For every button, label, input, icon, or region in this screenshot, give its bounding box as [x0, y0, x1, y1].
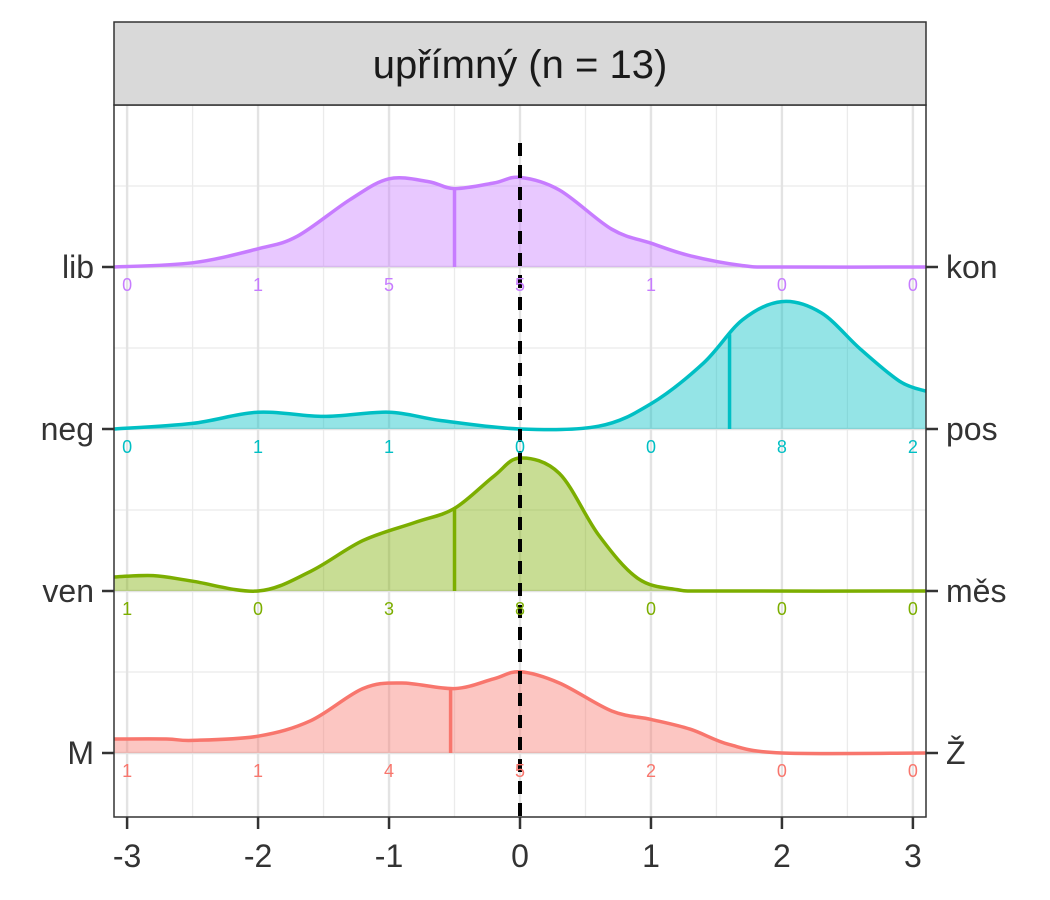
- count-label: 0: [253, 599, 263, 619]
- count-label: 1: [384, 437, 394, 457]
- x-tick-label: 1: [642, 838, 660, 874]
- count-label: 5: [515, 275, 525, 295]
- count-label: 2: [646, 761, 656, 781]
- x-tick-label: 0: [511, 838, 529, 874]
- y-label-left: ven: [42, 573, 94, 609]
- density-area: [114, 301, 926, 430]
- y-label-right: měs: [946, 573, 1006, 609]
- count-label: 2: [908, 437, 918, 457]
- count-label: 0: [122, 437, 132, 457]
- y-label-left: M: [67, 735, 94, 771]
- y-label-left: neg: [41, 411, 94, 447]
- y-axis-right: kon pos měs Ž: [926, 249, 1006, 771]
- count-label: 3: [384, 599, 394, 619]
- count-label: 4: [384, 761, 394, 781]
- x-tick-label: -2: [244, 838, 272, 874]
- facet-strip: [113, 21, 927, 106]
- y-axis-left: lib neg ven M: [41, 249, 114, 771]
- x-tick-label: -3: [113, 838, 141, 874]
- count-label: 1: [122, 761, 132, 781]
- count-labels: 0 1 5 5 1 0 0 0 1 1 0 0 8 2 1 0 3 8 0 0 0 1 1 4 5 2 0 0: [122, 275, 918, 781]
- y-label-right: kon: [946, 249, 998, 285]
- count-label: 0: [122, 275, 132, 295]
- density-line: [113, 670, 927, 756]
- count-label: 0: [908, 275, 918, 295]
- count-label: 5: [384, 275, 394, 295]
- density-area: [114, 177, 926, 268]
- y-label-left: lib: [62, 249, 94, 285]
- density-line: [113, 456, 927, 593]
- count-label: 1: [122, 599, 132, 619]
- count-label: 1: [253, 437, 263, 457]
- count-label: 0: [646, 599, 656, 619]
- facet-title: upřímný (n = 13): [373, 43, 668, 87]
- x-tick-label: 2: [773, 838, 791, 874]
- y-label-right: pos: [946, 411, 998, 447]
- x-tick-label: -1: [375, 838, 403, 874]
- x-tick-label: 3: [904, 838, 922, 874]
- count-label: 1: [253, 275, 263, 295]
- count-label: 0: [777, 599, 787, 619]
- count-label: 1: [646, 275, 656, 295]
- count-label: 0: [908, 761, 918, 781]
- count-label: 1: [253, 761, 263, 781]
- density-line: [113, 299, 927, 432]
- count-label: 0: [777, 275, 787, 295]
- y-label-right: Ž: [946, 735, 966, 771]
- density-area: [114, 671, 926, 754]
- count-label: 0: [777, 761, 787, 781]
- x-axis: -3 -2 -1 0 1 2 3: [113, 817, 922, 874]
- count-label: 0: [646, 437, 656, 457]
- count-label: 0: [908, 599, 918, 619]
- count-label: 0: [515, 437, 525, 457]
- density-line: [113, 175, 927, 269]
- count-label: 8: [777, 437, 787, 457]
- count-label: 8: [515, 599, 525, 619]
- count-label: 5: [515, 761, 525, 781]
